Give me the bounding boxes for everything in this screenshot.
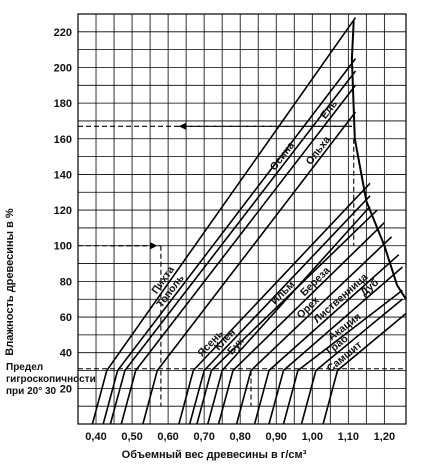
series-line — [102, 58, 357, 425]
series-line — [300, 298, 403, 425]
y-axis-title: Влажность древесины в % — [4, 208, 16, 356]
x-tick-label: 0,50 — [121, 431, 142, 443]
x-tick-label: 1,20 — [374, 431, 395, 443]
y-tick-label: 80 — [60, 276, 72, 288]
series-line — [235, 236, 393, 425]
annotation-layer — [78, 122, 406, 407]
series-line — [120, 84, 357, 425]
plot-frame — [77, 13, 407, 425]
fsp-label-line-3: при 20° 30 — [6, 386, 57, 397]
series-line — [109, 70, 357, 425]
x-axis-title: Объемный вес древесины в г/см³ — [122, 449, 307, 461]
series-line — [268, 266, 403, 425]
series-line — [322, 312, 407, 425]
y-tick-label: 180 — [54, 98, 72, 110]
fsp-label-line-2: гигроскопичности — [6, 374, 96, 385]
y-tick-label: 200 — [54, 62, 72, 74]
series-line — [253, 254, 400, 425]
series-line — [207, 205, 371, 425]
y-tick-label: 60 — [60, 312, 72, 324]
x-tick-label: 0,90 — [266, 431, 287, 443]
x-tick-label: 0,80 — [229, 431, 250, 443]
y-tick-label: 120 — [54, 205, 72, 217]
saturation-curve — [350, 21, 407, 300]
x-tick-label: 0,70 — [193, 431, 214, 443]
x-tick-label: 1,10 — [338, 431, 359, 443]
y-tick-label: 20 — [60, 383, 72, 395]
x-tick-label: 1,00 — [302, 431, 323, 443]
axes-layer: 0,40 0,50 0,60 0,70 0,80 0,90 1,00 1,10 1,20 20 40… — [54, 13, 407, 443]
series-line — [217, 222, 385, 425]
series-line — [196, 209, 378, 425]
series-line — [91, 17, 357, 425]
series-line — [188, 195, 371, 425]
x-tick-label: 0,60 — [157, 431, 178, 443]
y-tick-label: 100 — [54, 241, 72, 253]
x-tick-label: 0,40 — [85, 431, 106, 443]
y-tick-label: 140 — [54, 169, 72, 181]
y-tick-label: 220 — [54, 27, 72, 39]
series-line — [178, 182, 371, 425]
y-tick-label: 40 — [60, 348, 72, 360]
series-line — [142, 111, 357, 425]
y-tick-label: 160 — [54, 134, 72, 146]
series-line — [282, 289, 403, 425]
series-layer — [91, 17, 407, 425]
fsp-label-line-1: Предел — [6, 362, 43, 373]
